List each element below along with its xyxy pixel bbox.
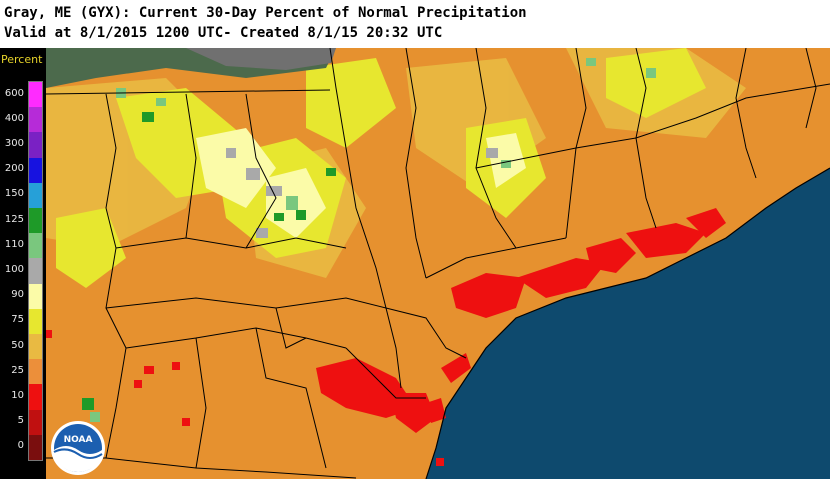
legend-swatch-90 — [29, 283, 42, 309]
legend-swatch-125 — [29, 208, 42, 234]
legend-swatch-0 — [29, 434, 42, 460]
header: Gray, ME (GYX): Current 30-Day Percent o… — [0, 0, 830, 48]
legend-label-200: 200 — [4, 163, 24, 175]
legend-swatch-100 — [29, 258, 42, 284]
legend-label-90: 90 — [11, 289, 24, 301]
legend-swatch-150 — [29, 182, 42, 208]
legend-swatch-5 — [29, 409, 42, 435]
legend-label-110: 110 — [4, 238, 24, 250]
legend-label-100: 100 — [4, 264, 24, 275]
legend-swatch-10 — [29, 384, 42, 410]
terrain-shade-gray — [186, 48, 336, 70]
above-normal-specks — [82, 58, 656, 422]
map-canvas — [46, 48, 830, 479]
legend-swatch-200 — [29, 157, 42, 183]
legend-label-5: 5 — [17, 415, 24, 427]
legend-label-600: 600 — [4, 87, 24, 99]
legend-color-bar — [28, 81, 43, 461]
legend-swatch-110 — [29, 233, 42, 259]
ocean — [426, 168, 830, 479]
legend-swatch-75 — [29, 308, 42, 334]
legend-label-300: 300 — [4, 138, 24, 149]
precipitation-map — [46, 48, 830, 479]
legend-label-50: 50 — [11, 339, 24, 351]
legend-swatch-400 — [29, 107, 42, 133]
noaa-logo: NOAA — [51, 421, 105, 475]
valid-time: Valid at 8/1/2015 1200 UTC- Created 8/1/… — [4, 25, 443, 41]
legend-label-10: 10 — [11, 390, 24, 401]
logo-text: NOAA — [64, 435, 93, 445]
deficit-specks — [46, 330, 444, 466]
boundaries — [46, 48, 830, 479]
legend-label-150: 150 — [4, 188, 24, 200]
legend-swatch-300 — [29, 132, 42, 158]
legend-label-75: 75 — [11, 314, 24, 326]
severe-deficit-areas — [316, 208, 726, 433]
color-legend: Percent 600 400 300 200 150 125 110 100 90 75 50 25… — [0, 48, 46, 479]
legend-label-0: 0 — [17, 440, 24, 452]
legend-label-400: 400 — [4, 112, 24, 124]
legend-label-25: 25 — [11, 364, 24, 376]
map-title: Gray, ME (GYX): Current 30-Day Percent o… — [4, 5, 527, 21]
legend-title: Percent — [1, 53, 43, 66]
legend-swatch-25 — [29, 359, 42, 385]
legend-swatch-50 — [29, 334, 42, 360]
legend-label-125: 125 — [4, 213, 24, 225]
legend-swatch-600 — [29, 82, 42, 108]
coastline — [425, 167, 830, 479]
